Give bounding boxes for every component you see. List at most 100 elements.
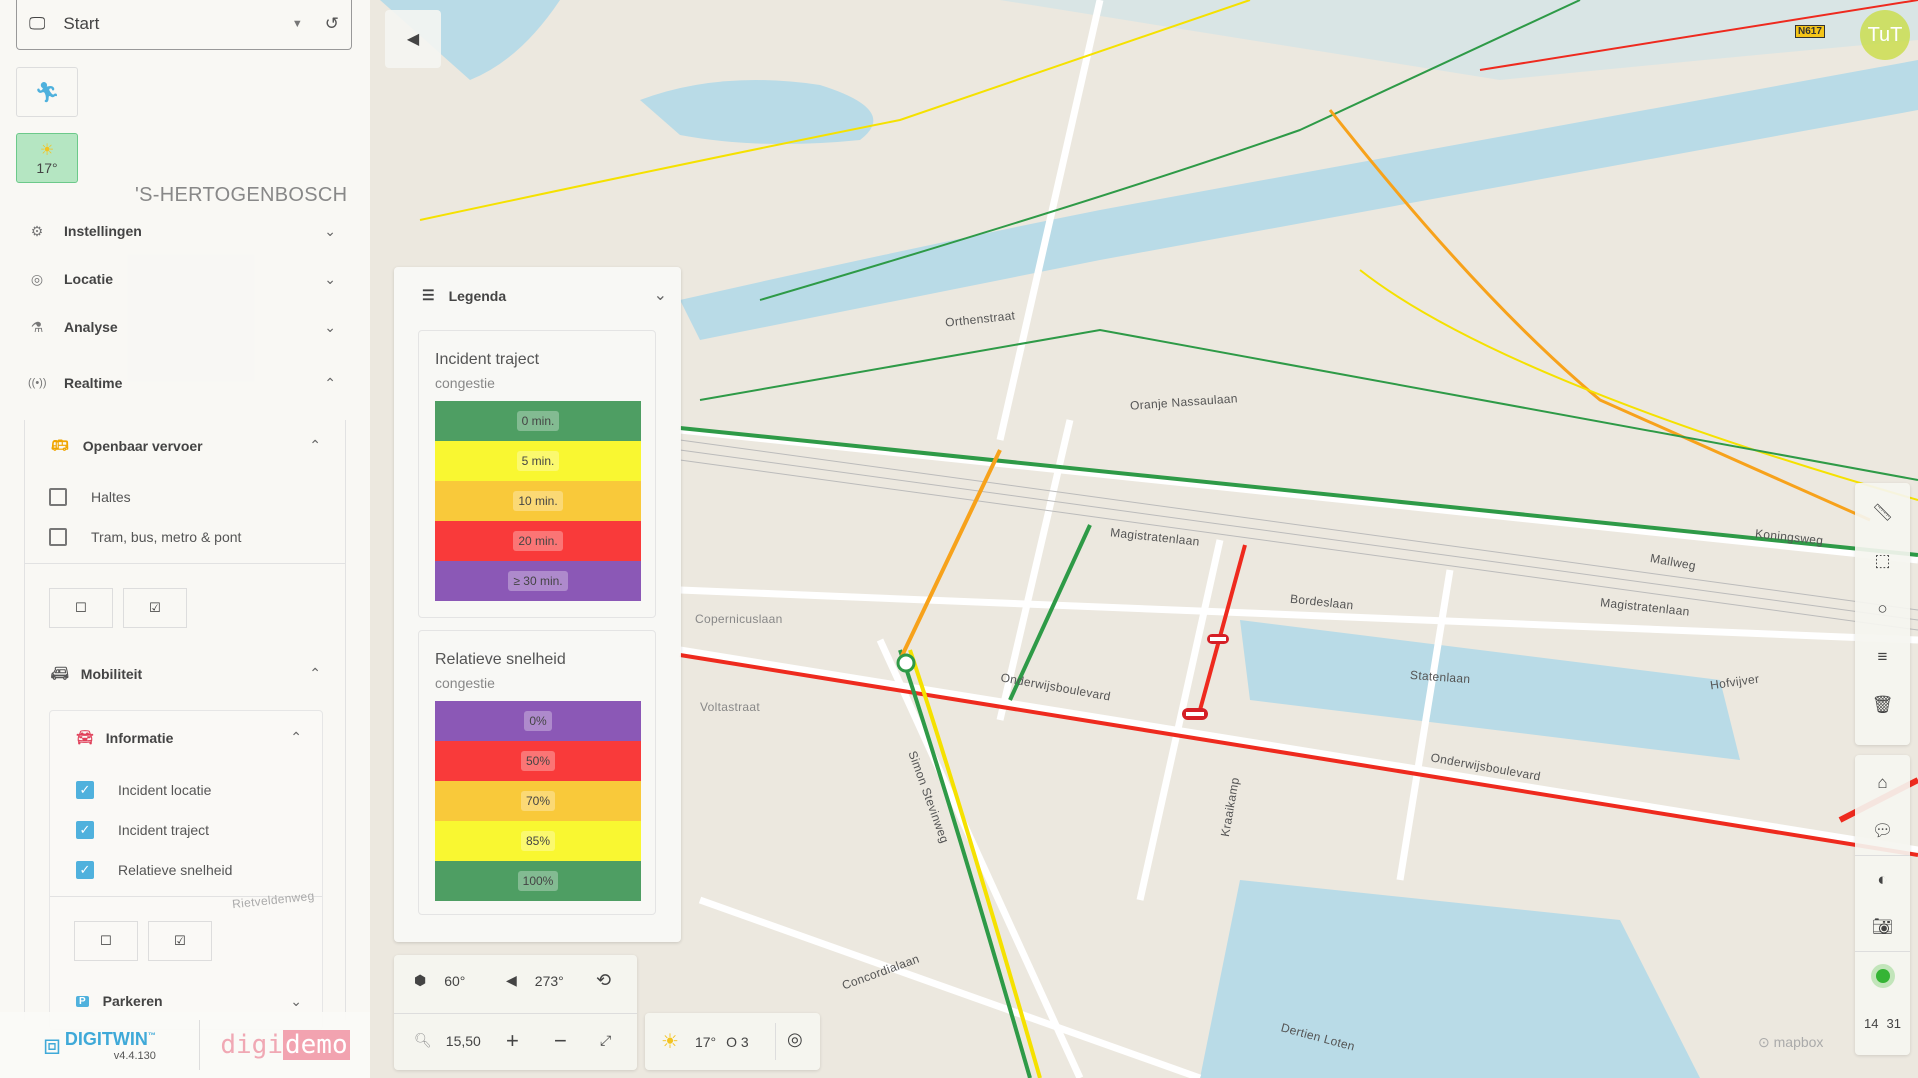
chevron-down-icon[interactable]: ⌄ <box>653 287 667 304</box>
menu-label: Locatie <box>64 271 114 287</box>
weather-temp: 17° <box>694 1033 717 1050</box>
deselect-all-button[interactable]: ☐ <box>49 588 113 628</box>
weather-temp: 17° <box>36 160 58 176</box>
draw-polygon-button[interactable]: ⬚ <box>1855 537 1910 585</box>
expand-icon: ⤢ <box>600 1032 612 1048</box>
mapbox-attribution[interactable]: ⊙ mapbox <box>1758 1034 1824 1050</box>
weather-info[interactable]: ☀ 17° O 3 <box>661 1029 749 1054</box>
select-all-button[interactable]: ☑ <box>148 921 212 961</box>
select-all-button[interactable]: ☑ <box>123 588 187 628</box>
list-icon: ☰ <box>422 287 435 303</box>
checkbox[interactable] <box>49 528 67 546</box>
ruler-icon: 📏︎ <box>1871 503 1894 522</box>
checkbox-tram-bus[interactable]: Tram, bus, metro & pont <box>49 528 241 546</box>
section-parkeren[interactable]: P Parkeren ⌄ <box>76 993 316 1009</box>
sidebar-footer: ⧈ DIGITWIN™ v4.4.130 digidemo <box>0 1012 370 1078</box>
zoom-in-button[interactable]: + <box>506 1028 519 1054</box>
delete-button[interactable]: 🗑︎ <box>1855 681 1910 729</box>
reset-view-icon: ⟲ <box>596 970 612 990</box>
section-informatie[interactable]: 🚘︎ Informatie ⌃ <box>76 729 316 746</box>
brand-name: DIGITWIN <box>64 1028 148 1049</box>
car-crash-icon: 🚘︎ <box>76 729 94 745</box>
incident-marker[interactable] <box>1207 634 1229 644</box>
legend-section-subtitle: congestie <box>435 375 495 391</box>
legend-band-label: 10 min. <box>513 491 563 511</box>
sun-icon: ☀ <box>661 1031 679 1053</box>
map-toolbar: ⌂ 💬︎ ◐ 📷︎ 14 31 <box>1855 755 1910 1055</box>
pedestrian-mode-button[interactable]: 🏃︎ <box>16 67 78 117</box>
home-button[interactable]: ⌂ <box>1855 759 1910 807</box>
chevron-down-icon: ⌄ <box>324 222 336 239</box>
circle-icon: ○ <box>1877 599 1888 618</box>
legend-header[interactable]: ☰ Legenda <box>422 287 506 304</box>
checkbox-empty-icon: ☐ <box>75 600 87 615</box>
screenshot-button[interactable]: 📷︎ <box>1855 903 1910 951</box>
legend-band: 85% <box>435 821 641 861</box>
start-label: Start <box>63 13 100 33</box>
map-street-label: Voltastraat <box>700 700 761 714</box>
clock-hours: 14 <box>1864 1015 1879 1031</box>
legend-band-label: 5 min. <box>516 451 560 471</box>
view-controls: ⬢ 60° ◀ 273° ⟲ 🔍︎ 15,50 + − ⤢ <box>394 955 637 1070</box>
digitwin-cube-icon: ⧈ <box>43 1028 61 1060</box>
flask-icon: ⚗ <box>30 318 44 335</box>
status-dot-icon <box>1875 968 1890 983</box>
wind-value: O 3 <box>726 1033 749 1050</box>
checkbox-checked[interactable]: ✓ <box>76 861 94 879</box>
pitch-control[interactable]: ⬢ 60° <box>414 972 465 989</box>
collapse-sidebar-button[interactable]: ◀ <box>385 10 441 68</box>
chevron-up-icon: ⌃ <box>309 437 321 453</box>
section-mobiliteit[interactable]: 🚐︎ Mobiliteit ⌃ <box>51 665 341 682</box>
radar-button[interactable]: ◎ <box>787 1029 803 1050</box>
broadcast-icon: ((•)) <box>28 377 47 389</box>
checkbox-checked[interactable]: ✓ <box>76 821 94 839</box>
list-button[interactable]: ≡ <box>1855 633 1910 681</box>
chevron-down-icon: ⌄ <box>290 992 302 1009</box>
text-comment-icon: 💬︎ <box>1871 821 1894 840</box>
checkbox-checked[interactable]: ✓ <box>76 781 94 799</box>
measure-button[interactable]: 📏︎ <box>1855 489 1910 537</box>
checkbox-incident-locatie[interactable]: ✓ Incident locatie <box>76 781 211 799</box>
digidemo-logo: digidemo <box>200 1030 370 1060</box>
radar-icon: ◎ <box>787 1029 803 1049</box>
section-label: Informatie <box>105 729 174 746</box>
menu-analyse[interactable]: ⚗ Analyse ⌄ <box>0 307 352 347</box>
reset-icon[interactable]: ↺ <box>324 13 339 33</box>
road-badge: N617 <box>1795 25 1825 38</box>
checkbox[interactable] <box>49 488 67 506</box>
version: v4.4.130 <box>113 1049 156 1062</box>
checkbox-label: Tram, bus, metro & pont <box>91 529 242 545</box>
legend-panel: ☰ Legenda ⌄ Incident traject congestie 0 … <box>394 267 681 942</box>
chevron-up-icon: ⌃ <box>324 374 336 391</box>
incident-marker[interactable] <box>1182 708 1208 720</box>
section-openbaar-vervoer[interactable]: 🚌︎ Openbaar vervoer ⌃ <box>51 437 341 454</box>
draw-circle-button[interactable]: ○ <box>1855 585 1910 633</box>
menu-locatie[interactable]: ◎ Locatie ⌄ <box>0 259 352 299</box>
sun-icon: ☀ <box>39 142 55 159</box>
checkbox-checked-icon: ☑ <box>174 933 186 948</box>
legend-band: 70% <box>435 781 641 821</box>
legend-band: 0% <box>435 701 641 741</box>
informatie-card: 🚘︎ Informatie ⌃ ✓ Incident locatie ✓ Inciden… <box>49 710 323 1030</box>
checkbox-relatieve-snelheid[interactable]: ✓ Relatieve snelheid <box>76 861 232 879</box>
start-dropdown[interactable]: 🖵 Start ▼ ↺ <box>16 0 352 50</box>
camera-icon: 📷︎ <box>1871 917 1894 936</box>
checkbox-haltes[interactable]: Haltes <box>49 488 131 506</box>
bearing-control[interactable]: ◀ 273° <box>506 972 564 989</box>
user-avatar[interactable]: TuT <box>1860 10 1910 60</box>
contrast-button[interactable]: ◐ <box>1855 855 1910 903</box>
fullscreen-button[interactable]: ⤢ <box>600 1032 611 1049</box>
checkbox-incident-traject[interactable]: ✓ Incident traject <box>76 821 209 839</box>
weather-tile[interactable]: ☀ 17° <box>16 133 78 183</box>
realtime-panel: 🚌︎ Openbaar vervoer ⌃ Haltes Tram, bus, me… <box>24 420 346 1030</box>
polygon-icon: ⬚ <box>1874 551 1891 570</box>
legend-scale: 0% 50% 70% 85% 100% <box>435 701 641 901</box>
draw-toolbar: 📏︎ ⬚ ○ ≡ 🗑︎ <box>1855 483 1910 745</box>
comment-button[interactable]: 💬︎ <box>1855 807 1910 855</box>
menu-instellingen[interactable]: ⚙ Instellingen ⌄ <box>0 211 352 251</box>
menu-icon: ≡ <box>1877 647 1888 666</box>
deselect-all-button[interactable]: ☐ <box>74 921 138 961</box>
zoom-out-button[interactable]: − <box>554 1028 567 1054</box>
menu-realtime[interactable]: ((•)) Realtime ⌃ <box>0 363 352 403</box>
reset-view-button[interactable]: ⟲ <box>596 970 611 991</box>
